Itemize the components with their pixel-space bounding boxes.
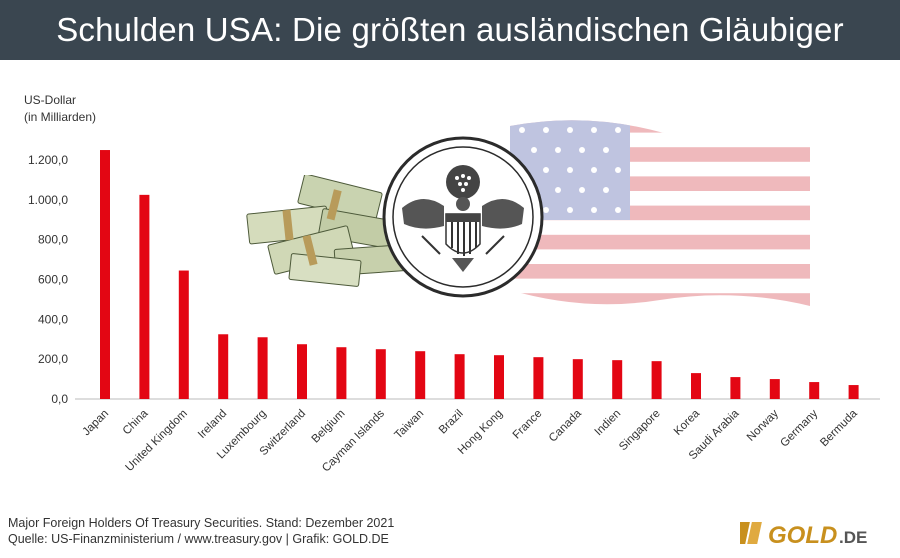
x-tick-label: Ireland — [196, 408, 229, 441]
y-axis-label-scale: (in Milliarden) — [24, 110, 97, 124]
y-axis-label: US-Dollar (in Milliarden) — [24, 92, 96, 126]
bar-chart: 0,0 200,0 400,0 600,0 800,0 1.000,0 1.200,0 Ja… — [28, 150, 880, 474]
y-tick-label: 0,0 — [51, 392, 68, 406]
bar-ireland — [218, 334, 229, 399]
y-axis-label-unit: US-Dollar — [24, 93, 77, 107]
y-tick-label: 600,0 — [38, 273, 68, 287]
x-tick-label: Singapore — [617, 408, 663, 454]
bar-taiwan — [415, 351, 426, 399]
x-tick-label: Korea — [672, 407, 703, 438]
gold-de-logo: GOLD .DE — [735, 512, 890, 552]
bar-japan — [100, 150, 110, 399]
bar-germany — [809, 382, 820, 399]
y-tick-label: 400,0 — [38, 312, 68, 326]
x-tick-label: France — [511, 408, 545, 442]
x-tick-label: Belgium — [310, 408, 348, 446]
bar-cayman-islands — [375, 349, 386, 399]
bar-canada — [572, 359, 583, 399]
bar-switzerland — [297, 344, 307, 399]
x-tick-label: Taiwan — [393, 408, 427, 442]
bar-korea — [691, 373, 701, 399]
source-note: Major Foreign Holders Of Treasury Securi… — [8, 515, 394, 547]
x-tick-label: Norway — [745, 407, 781, 443]
us-flag-icon — [510, 120, 810, 307]
x-tick-label: Indien — [593, 408, 624, 439]
bar-france — [533, 357, 544, 399]
x-tick-label: Germany — [778, 407, 820, 449]
bar-norway — [769, 379, 780, 399]
y-tick-label: 1.000,0 — [28, 193, 68, 207]
bar-hong-kong — [494, 355, 504, 399]
page-title: Schulden USA: Die größten ausländischen … — [56, 11, 844, 48]
logo-suffix: .DE — [839, 528, 867, 547]
y-tick-label: 200,0 — [38, 352, 68, 366]
x-tick-label: Bermuda — [818, 407, 860, 449]
gold-bars-icon: GOLD .DE — [735, 522, 867, 549]
logo-text: GOLD — [768, 522, 837, 549]
y-tick-label: 1.200,0 — [28, 153, 68, 167]
x-tick-label: Japan — [80, 408, 111, 439]
money-stack-icon — [246, 175, 407, 287]
bar-china — [139, 194, 150, 399]
source-line-1: Major Foreign Holders Of Treasury Securi… — [8, 516, 395, 530]
x-tick-label: China — [121, 407, 151, 437]
bar-singapore — [651, 361, 662, 399]
bar-indien — [612, 360, 623, 399]
bar-brazil — [454, 354, 465, 399]
y-tick-label: 800,0 — [38, 233, 68, 247]
title-bar: Schulden USA: Die größten ausländischen … — [0, 0, 900, 60]
x-tick-label: Canada — [547, 407, 584, 444]
bar-saudi-arabia — [730, 377, 741, 399]
bar-luxembourg — [257, 337, 268, 399]
bar-bermuda — [848, 385, 859, 399]
source-line-2: Quelle: US-Finanzministerium / www.treas… — [8, 532, 389, 546]
x-tick-label: Brazil — [437, 408, 466, 437]
great-seal-icon — [382, 136, 544, 298]
bar-united-kingdom — [178, 270, 189, 399]
bar-belgium — [336, 347, 347, 399]
